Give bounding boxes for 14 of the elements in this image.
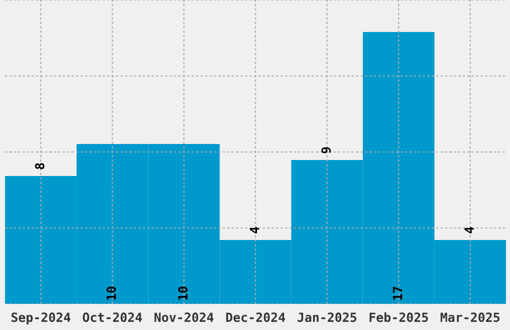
data-label: 10 <box>178 286 188 300</box>
x-tick-label: Oct-2024 <box>82 312 142 322</box>
x-tick-label: Mar-2025 <box>440 312 500 322</box>
x-tick-label: Feb-2025 <box>370 312 428 322</box>
data-label: 4 <box>464 226 474 234</box>
x-tick-label: Dec-2024 <box>226 312 286 322</box>
x-tick-label: Jan-2025 <box>298 312 356 322</box>
x-tick-label: Sep-2024 <box>11 312 70 324</box>
data-label: 17 <box>392 286 402 300</box>
data-label: 10 <box>106 286 116 300</box>
data-label: 9 <box>321 147 331 154</box>
x-tick-label: Nov-2024 <box>154 312 214 322</box>
data-label: 4 <box>250 226 259 234</box>
data-label: 8 <box>34 163 44 170</box>
